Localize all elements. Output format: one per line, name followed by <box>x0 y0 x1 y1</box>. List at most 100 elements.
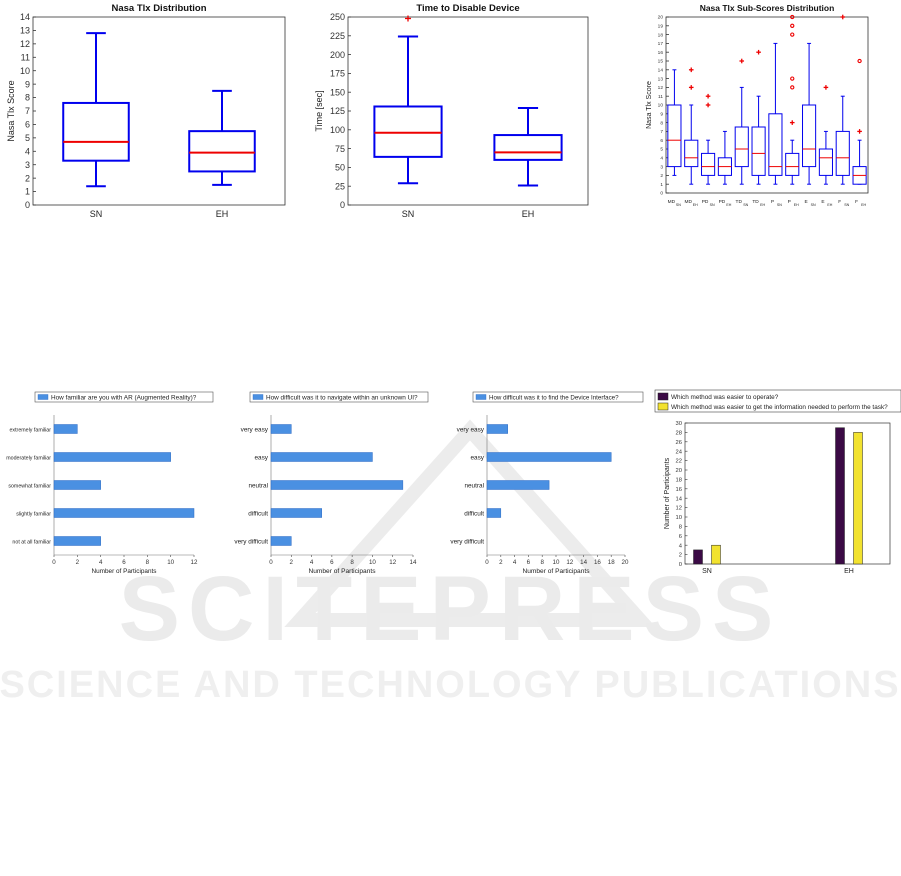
y-tick-label: 12 <box>658 85 664 91</box>
bar <box>270 536 292 546</box>
x-tick-label: EH <box>216 209 229 219</box>
chart-title: Nasa Tlx Sub-Scores Distribution <box>700 3 835 13</box>
x-tick-label: SN <box>702 568 712 575</box>
box-7-body <box>768 113 783 176</box>
x-tick-label-sub: SN <box>811 203 816 207</box>
legend-label: Which method was easier to get the infor… <box>671 404 888 411</box>
box-11-body <box>835 130 850 176</box>
x-tick-label: 10 <box>553 559 560 566</box>
y-tick-label: 6 <box>25 120 30 130</box>
axes-frame <box>32 16 286 206</box>
x-tick-label: 16 <box>594 559 601 566</box>
y-tick-label: 10 <box>658 103 664 109</box>
x-tick-label-main: PD <box>702 199 709 205</box>
panel-ar-familiarity: How familiar are you with AR (Augmented … <box>0 385 225 585</box>
y-tick-label: 225 <box>330 31 345 41</box>
x-tick-label: SN <box>90 209 103 219</box>
box-8-outlier <box>790 14 795 20</box>
y-tick-label: 8 <box>25 93 30 103</box>
y-tick-label: 1 <box>660 182 663 188</box>
y-tick-label: 3 <box>25 160 30 170</box>
y-tick-label: 0 <box>340 200 345 210</box>
y-tick-label: 30 <box>676 421 682 427</box>
axes-frame <box>665 16 869 194</box>
x-axis-label: Number of Participants <box>522 568 590 575</box>
x-tick-label: 8 <box>540 559 544 566</box>
y-tick-label: 18 <box>676 478 682 484</box>
box-1-body <box>667 104 682 168</box>
y-tick-label: 2 <box>679 553 682 559</box>
y-tick-label: 12 <box>20 39 30 49</box>
x-tick-label: 12 <box>389 559 396 566</box>
legend-swatch <box>475 394 487 400</box>
x-tick-label-sub: EH <box>794 203 799 207</box>
category-label: easy <box>471 454 485 461</box>
box-6-outlier <box>756 49 761 55</box>
bar <box>53 424 78 434</box>
x-tick-label: 4 <box>99 559 103 566</box>
y-tick-label: 14 <box>658 67 664 73</box>
bar <box>486 480 550 490</box>
y-tick-label: 7 <box>660 129 663 135</box>
category-label: extremely familiar <box>9 427 51 433</box>
chart-title: Time to Disable Device <box>416 3 519 14</box>
legend-label: Which method was easier to operate? <box>671 394 779 401</box>
legend: How difficult was it to find the Device … <box>472 391 644 403</box>
x-tick-label-main: MD <box>685 199 693 205</box>
category-label: very easy <box>457 426 485 433</box>
y-tick-label: 4 <box>25 146 30 156</box>
x-tick-label: 8 <box>146 559 150 566</box>
box-2-body <box>684 139 699 168</box>
axes-frame <box>347 16 589 206</box>
y-tick-label: 0 <box>660 191 663 197</box>
y-tick-label: 12 <box>676 506 682 512</box>
x-tick-label: 6 <box>122 559 126 566</box>
box-2-outlier <box>688 85 694 90</box>
x-tick-label-main: PD <box>719 199 726 205</box>
y-tick-label: 250 <box>330 12 345 22</box>
x-tick-label: 2 <box>76 559 80 566</box>
box-2-outlier <box>688 67 694 73</box>
x-tick-label: 2 <box>290 559 294 566</box>
legend-swatch <box>37 394 49 400</box>
y-tick-label: 4 <box>660 155 663 161</box>
x-tick-label-sub: EH <box>726 203 731 207</box>
legend: How difficult was it to navigate within … <box>249 391 429 403</box>
y-axis-label: Nasa Tlx Score <box>6 80 16 141</box>
y-tick-label: 14 <box>20 12 30 22</box>
y-tick-label: 10 <box>676 515 682 521</box>
x-tick-label-sub: SN <box>777 203 782 207</box>
watermark-line2: SCIENCE AND TECHNOLOGY PUBLICATIONS <box>0 664 901 706</box>
chart-ar-familiarity: How familiar are you with AR (Augmented … <box>6 391 214 575</box>
x-tick-label-sub: EH <box>827 203 832 207</box>
x-tick-label: 8 <box>350 559 354 566</box>
box-9-body <box>802 104 817 168</box>
x-tick-label: 20 <box>622 559 629 566</box>
x-axis-label: Number of Participants <box>92 568 157 575</box>
box-5-body <box>734 126 749 168</box>
bar <box>270 452 373 462</box>
legend-box <box>654 389 901 413</box>
y-tick-label: 24 <box>676 449 683 455</box>
y-tick-label: 5 <box>25 133 30 143</box>
category-label: difficult <box>248 510 268 517</box>
y-tick-label: 175 <box>330 69 345 79</box>
panel-navigate-difficulty: How difficult was it to navigate within … <box>225 385 435 585</box>
bar <box>53 480 101 490</box>
y-tick-label: 6 <box>660 138 663 144</box>
y-tick-label: 11 <box>21 52 30 62</box>
box-5-outlier <box>739 58 745 64</box>
box-2-body <box>493 134 563 161</box>
x-tick-label: 10 <box>369 559 376 566</box>
panel-method-comparison: Which method was easier to operate? Which… <box>645 385 901 585</box>
legend-box <box>472 391 644 403</box>
x-tick-label: 12 <box>566 559 573 566</box>
x-tick-label-sub: EH <box>760 203 765 207</box>
category-label: very easy <box>241 426 269 433</box>
bar <box>270 508 322 518</box>
bar <box>270 424 292 434</box>
x-tick-label: 14 <box>580 559 587 566</box>
category-label: moderately familiar <box>6 455 51 461</box>
box-6-body <box>751 126 766 176</box>
x-tick-label-main: F <box>855 199 858 205</box>
